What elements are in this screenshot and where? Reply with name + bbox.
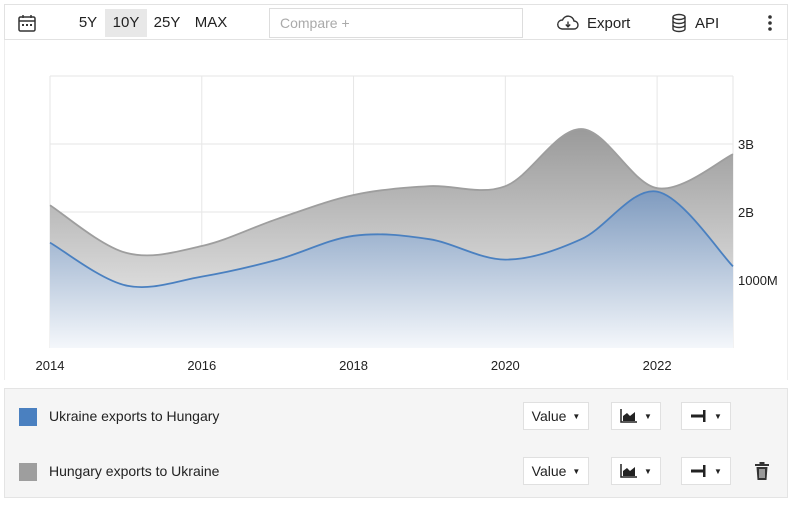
y-tick-label: 1000M bbox=[738, 273, 778, 288]
chart-type-dropdown[interactable]: ▼ bbox=[611, 402, 661, 430]
range-10y-button[interactable]: 10Y bbox=[105, 9, 147, 37]
cloud-download-icon bbox=[557, 15, 579, 30]
x-tick-label: 2016 bbox=[187, 358, 216, 373]
area-chart-icon bbox=[620, 464, 638, 478]
caret-down-icon: ▼ bbox=[644, 466, 652, 476]
series-line-hungary-exports[interactable] bbox=[49, 128, 734, 257]
database-icon bbox=[672, 13, 686, 33]
value-mode-dropdown[interactable]: Value ▼ bbox=[523, 457, 589, 485]
axis-side-dropdown[interactable]: ▼ bbox=[681, 457, 731, 485]
legend-row-hungary-exports: Hungary exports to Ukraine Value ▼ ▼ ▼ bbox=[5, 444, 787, 499]
value-mode-label: Value bbox=[531, 463, 567, 479]
caret-down-icon: ▼ bbox=[572, 466, 581, 476]
axis-right-icon bbox=[691, 410, 706, 422]
axis-right-icon bbox=[691, 465, 706, 477]
series-name: Hungary exports to Ukraine bbox=[49, 463, 220, 479]
export-label: Export bbox=[587, 14, 631, 32]
range-5y-button[interactable]: 5Y bbox=[78, 14, 98, 31]
api-button[interactable]: API bbox=[671, 9, 719, 37]
range-25y-button[interactable]: 25Y bbox=[153, 14, 181, 31]
x-tick-label: 2018 bbox=[339, 358, 368, 373]
series-color-swatch[interactable] bbox=[19, 463, 37, 481]
x-tick-label: 2020 bbox=[491, 358, 520, 373]
area-chart-icon bbox=[620, 409, 638, 423]
range-max-button[interactable]: MAX bbox=[194, 14, 228, 31]
more-vertical-icon[interactable] bbox=[763, 13, 777, 33]
legend-row-ukraine-exports: Ukraine exports to Hungary Value ▼ ▼ ▼ bbox=[5, 389, 787, 444]
trash-icon[interactable] bbox=[753, 461, 771, 481]
series-color-swatch[interactable] bbox=[19, 408, 37, 426]
series-legend-panel: Ukraine exports to Hungary Value ▼ ▼ ▼ Hu… bbox=[4, 388, 788, 498]
caret-down-icon: ▼ bbox=[714, 466, 722, 476]
series-name: Ukraine exports to Hungary bbox=[49, 408, 220, 424]
compare-input[interactable] bbox=[269, 8, 523, 38]
export-button[interactable]: Export bbox=[557, 9, 630, 37]
chart-area: 2014 2016 2018 2020 2022 1000M 2B 3B bbox=[4, 40, 788, 380]
area-chart: 2014 2016 2018 2020 2022 1000M 2B 3B bbox=[36, 75, 778, 373]
caret-down-icon: ▼ bbox=[644, 411, 652, 421]
x-tick-label: 2022 bbox=[643, 358, 672, 373]
calendar-icon[interactable] bbox=[17, 13, 37, 33]
axis-side-dropdown[interactable]: ▼ bbox=[681, 402, 731, 430]
series-area-ukraine-exports[interactable] bbox=[50, 191, 733, 348]
value-mode-label: Value bbox=[531, 408, 567, 424]
caret-down-icon: ▼ bbox=[714, 411, 722, 421]
toolbar: 5Y 10Y 25Y MAX Export API bbox=[4, 4, 788, 40]
caret-down-icon: ▼ bbox=[572, 411, 581, 421]
x-tick-label: 2014 bbox=[36, 358, 65, 373]
chart-type-dropdown[interactable]: ▼ bbox=[611, 457, 661, 485]
api-label: API bbox=[695, 14, 720, 32]
series-line-ukraine-exports[interactable] bbox=[49, 190, 734, 289]
value-mode-dropdown[interactable]: Value ▼ bbox=[523, 402, 589, 430]
y-tick-label: 3B bbox=[738, 137, 754, 152]
y-tick-label: 2B bbox=[738, 205, 754, 220]
